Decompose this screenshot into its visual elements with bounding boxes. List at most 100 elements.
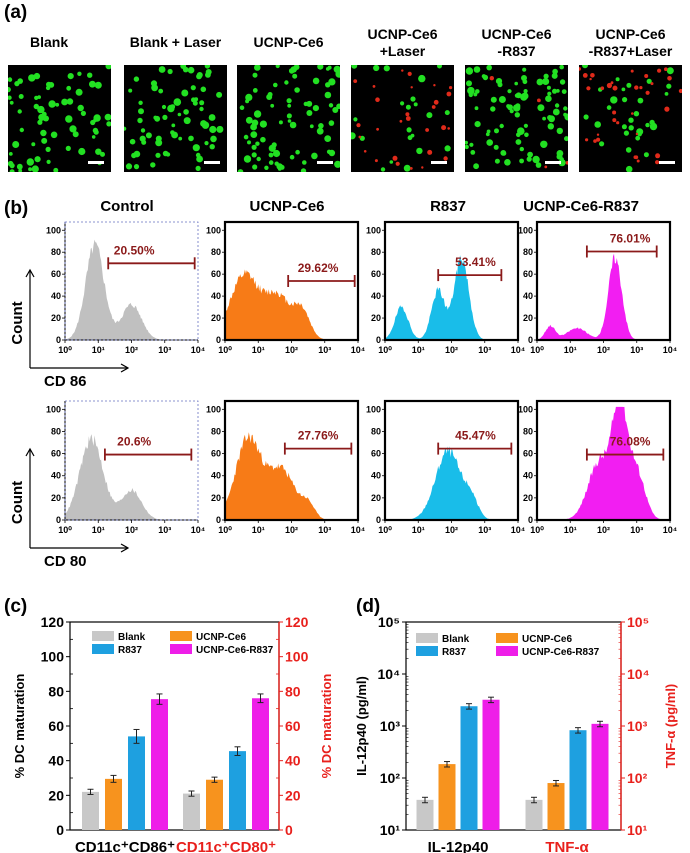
y-axis-label-right: TNF-α (pg/ml): [663, 684, 678, 769]
dead-cell: [449, 86, 453, 90]
live-cell: [405, 104, 411, 110]
category-label: TNF-α: [545, 839, 589, 853]
y-axis-label-right: % DC maturation: [319, 674, 334, 779]
y-tick-label: 20: [51, 313, 61, 323]
y-tick-label: 80: [523, 247, 533, 257]
histogram-control-1: 0 20 40 60 80 100 10⁰ 10¹ 10² 10³ 10⁴ 20.50%: [46, 221, 205, 355]
dead-cell: [600, 86, 605, 90]
x-tick-label: 10⁰: [378, 525, 392, 535]
live-cell: [514, 81, 518, 86]
live-cell: [78, 147, 86, 156]
live-cell: [545, 95, 552, 102]
live-cell: [255, 141, 260, 146]
histogram-r837-1: 0 20 40 60 80 100 10⁰ 10¹ 10² 10³ 10⁴ 53.41%: [366, 220, 525, 355]
x-tick-label: 10²: [597, 345, 610, 355]
live-cell: [268, 152, 274, 158]
live-cell: [473, 163, 479, 170]
y-tick-label: 0: [56, 335, 61, 345]
x-tick-label: 10⁰: [530, 345, 544, 355]
legend-swatch: [92, 644, 114, 654]
live-cell: [216, 125, 224, 133]
x-tick-label: 10³: [318, 345, 331, 355]
marker-label: CD 80: [44, 553, 87, 570]
live-cell: [95, 148, 102, 155]
live-cell: [66, 98, 74, 105]
y-tick-label: 80: [371, 426, 381, 436]
live-cell: [178, 136, 183, 141]
live-cell: [465, 144, 469, 150]
live-cell: [351, 132, 356, 140]
live-cell: [522, 67, 527, 72]
x-tick-label: 10³: [318, 525, 331, 535]
dead-cell: [446, 91, 452, 97]
live-cell: [155, 139, 163, 147]
panel-d-label: (d): [356, 596, 381, 617]
legend-label: UCNP-Ce6: [196, 632, 246, 643]
dead-cell: [489, 76, 494, 81]
live-cell: [80, 110, 86, 116]
y-tick-label: 40: [523, 291, 533, 301]
bar-r837-2: [569, 730, 587, 830]
y-tick-label-right: 120: [285, 614, 309, 630]
bar-r837-1: [460, 706, 478, 830]
live-cell: [546, 85, 551, 90]
live-cell: [205, 69, 212, 75]
histogram-area: [65, 239, 198, 340]
x-tick-label: 10⁴: [351, 525, 365, 535]
category-label: CD11c⁺CD86⁺: [75, 839, 175, 853]
x-tick-label: 10⁰: [58, 345, 72, 355]
live-cell: [195, 165, 201, 171]
micrograph-1: [8, 65, 111, 172]
live-cell: [312, 77, 320, 85]
live-cell: [475, 89, 480, 94]
histogram-area: [537, 406, 670, 520]
live-cell: [192, 144, 200, 152]
live-cell: [199, 100, 205, 106]
x-tick-label: 10²: [285, 345, 298, 355]
y-tick-label: 100: [206, 225, 221, 235]
live-cell: [256, 156, 261, 162]
category-label: IL-12p40: [428, 839, 489, 853]
live-cell: [552, 88, 557, 94]
dead-cell: [585, 138, 589, 142]
live-cell: [326, 149, 332, 154]
live-cell: [284, 80, 289, 85]
y-tick-label-right: 10¹: [627, 822, 648, 838]
micrograph-3: [237, 65, 340, 172]
dead-cell: [376, 127, 379, 131]
legend-swatch: [416, 646, 438, 656]
micrograph-title-2: Blank + Laser: [116, 34, 235, 51]
live-cell: [180, 65, 187, 69]
live-cell: [77, 104, 84, 112]
y-tick-label: 80: [48, 683, 64, 699]
bar-ucnp-ce6-r837-1: [482, 699, 500, 830]
live-cell: [499, 123, 504, 129]
y-tick-label: 0: [528, 335, 533, 345]
y-tick-label: 100: [366, 404, 381, 414]
live-cell: [645, 122, 650, 128]
y-tick-label: 0: [216, 335, 221, 345]
dead-cell: [610, 81, 614, 85]
live-cell: [306, 100, 313, 107]
dead-cell: [664, 67, 668, 71]
y-tick-label: 60: [51, 449, 61, 459]
live-cell: [264, 165, 269, 170]
y-tick-label: 20: [48, 787, 64, 803]
live-cell: [418, 74, 426, 83]
live-cell: [410, 96, 416, 102]
live-cell: [523, 89, 528, 94]
live-cell: [33, 72, 41, 80]
live-cell: [87, 72, 93, 78]
live-cell: [245, 93, 253, 101]
x-tick-label: 10⁴: [511, 345, 525, 355]
micrograph-title-line: +Laser: [379, 43, 426, 59]
live-cell: [243, 134, 249, 140]
y-tick-label: 0: [528, 515, 533, 525]
live-cell: [9, 100, 14, 105]
live-cell: [208, 114, 216, 121]
live-cell: [536, 78, 544, 86]
dead-cell: [616, 121, 620, 125]
live-cell: [155, 152, 161, 158]
live-cell: [493, 144, 499, 150]
live-cell: [406, 127, 412, 133]
